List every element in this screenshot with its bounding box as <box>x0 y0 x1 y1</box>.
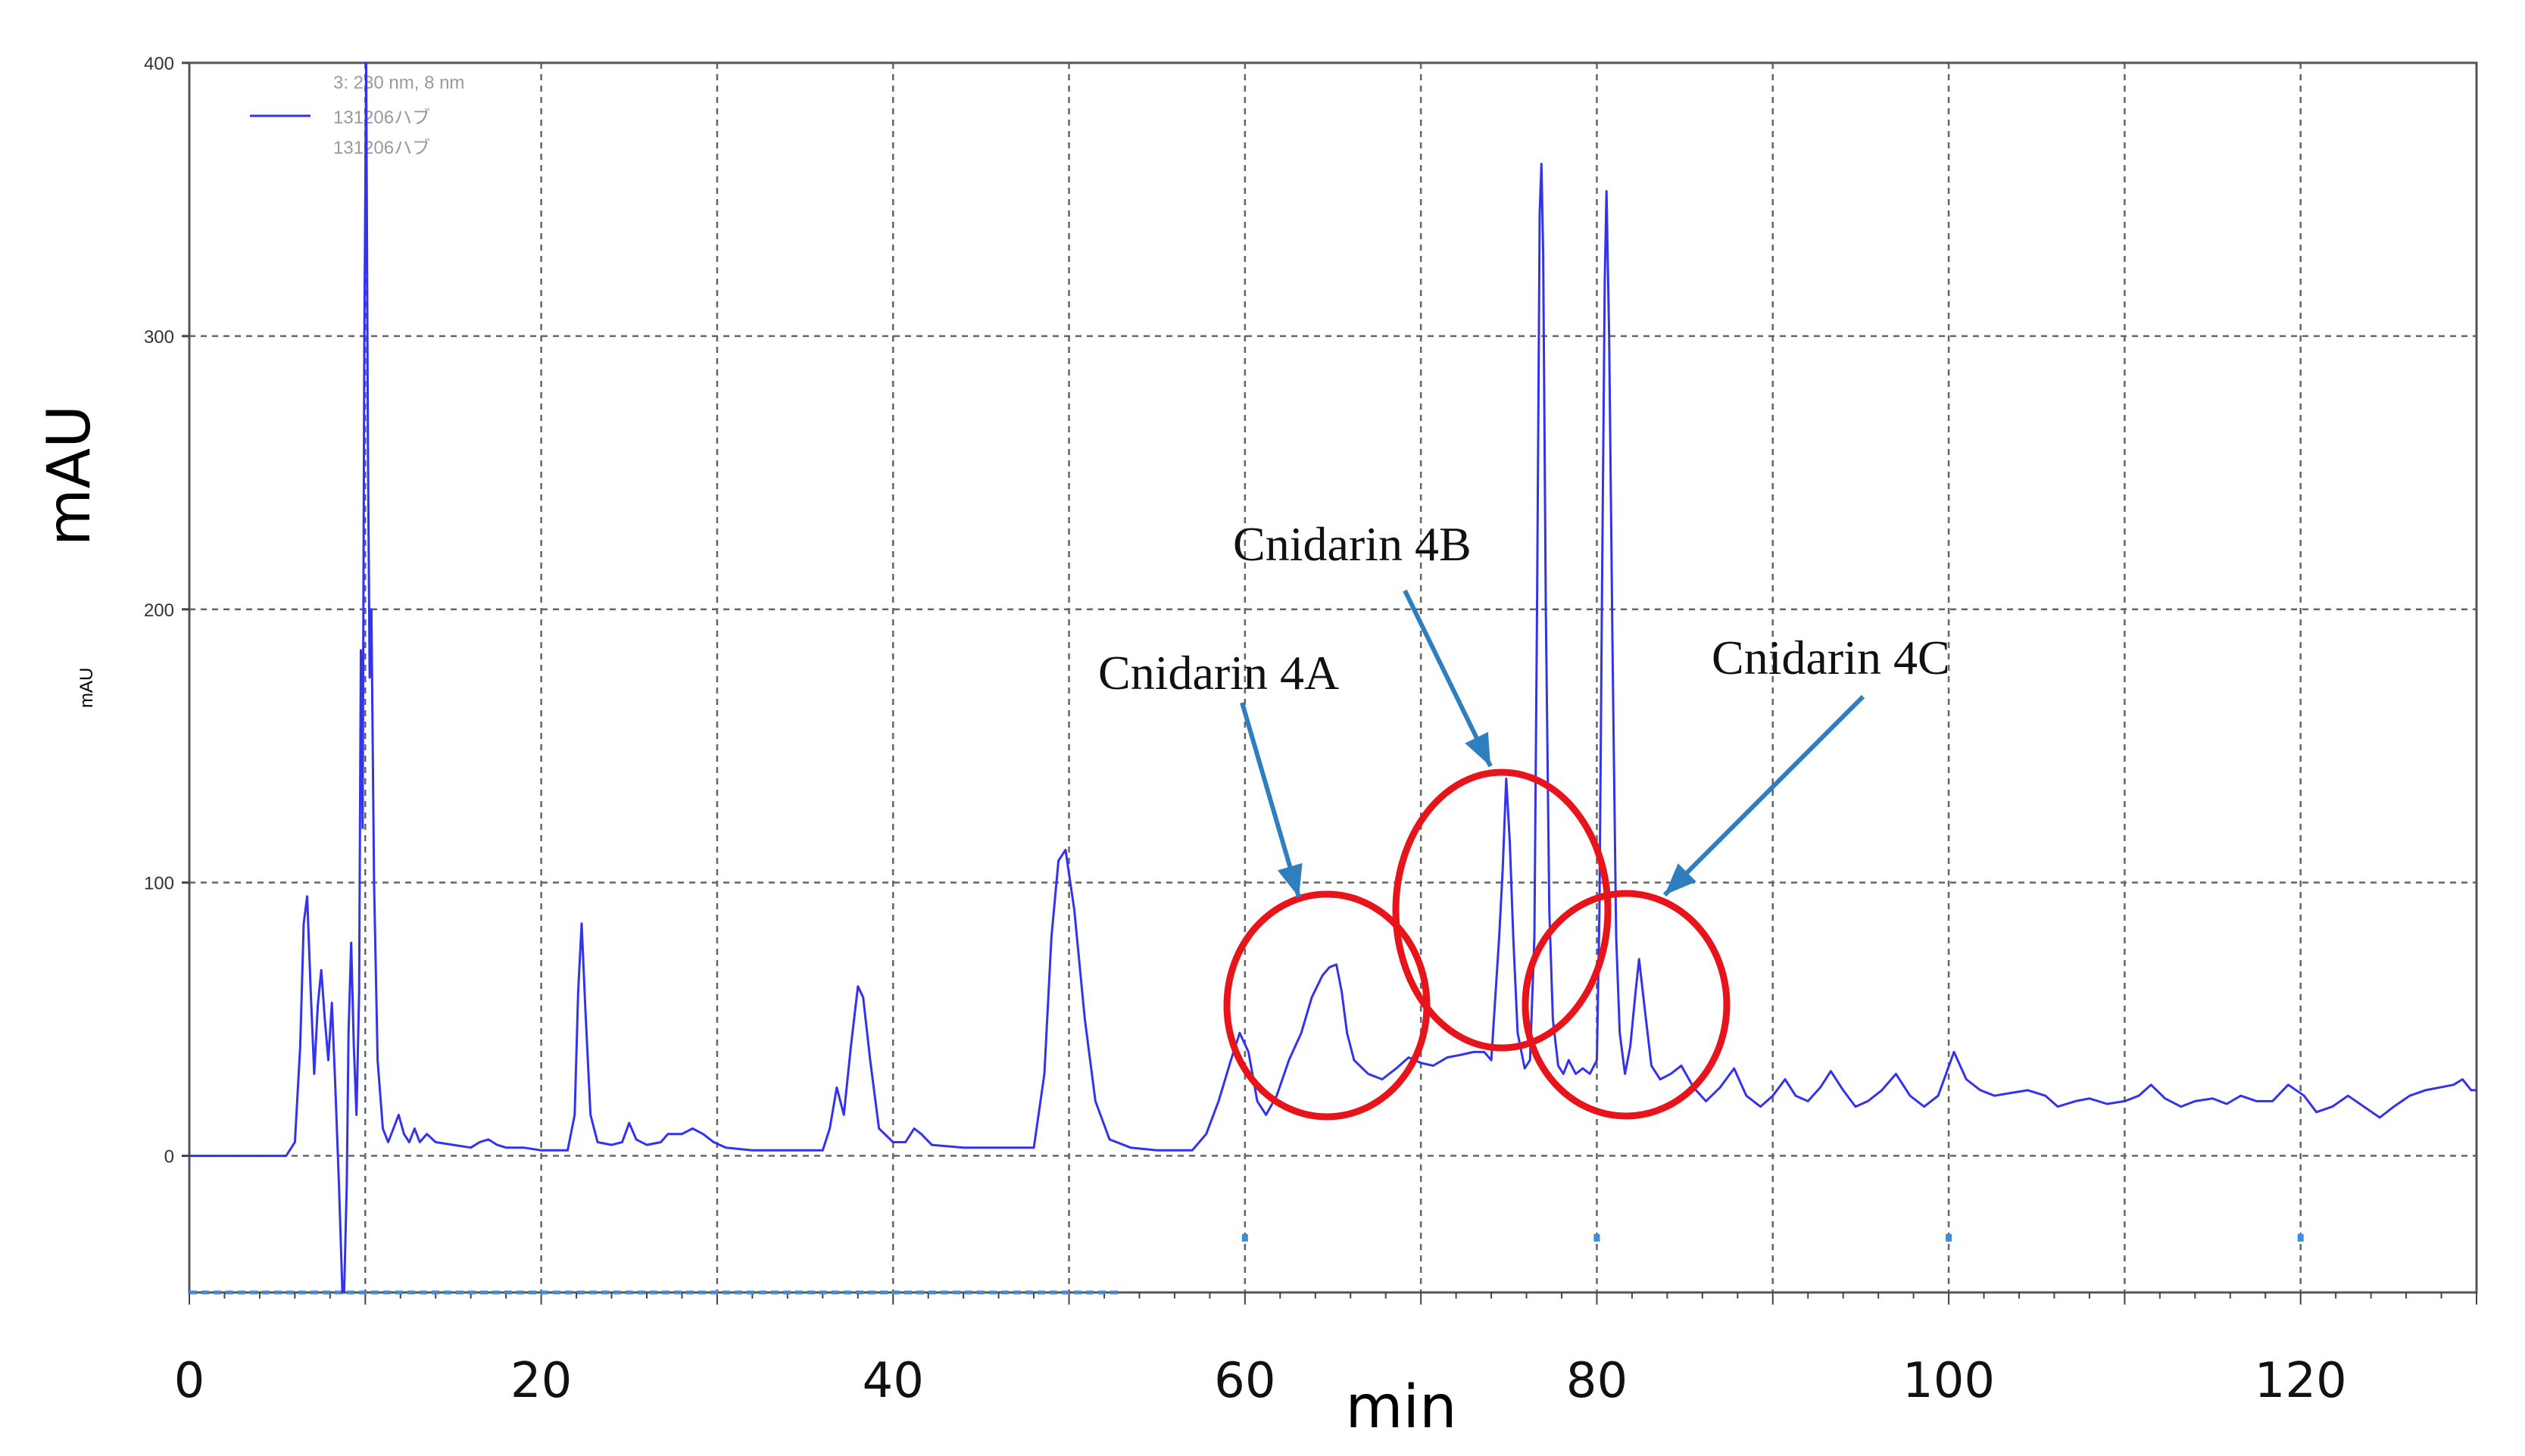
annotation-arrow <box>1240 702 1301 898</box>
annotation-arrow <box>1403 589 1493 768</box>
legend-entry: 3: 230 nm, 8 nm <box>333 73 464 93</box>
x-axis-title: min <box>1345 1373 1456 1442</box>
y-tick-label: 100 <box>144 874 174 894</box>
event-marker <box>1946 1233 1952 1242</box>
x-tick-label: 20 <box>510 1353 572 1409</box>
markers <box>1241 1233 2304 1242</box>
x-tick-label: 40 <box>863 1353 924 1409</box>
annotation-label: Cnidarin 4C <box>1712 631 1950 684</box>
annotation-arrowhead <box>1277 862 1303 897</box>
x-tick-label: 100 <box>1902 1353 1995 1409</box>
event-marker <box>1593 1233 1600 1242</box>
chromatogram-trace <box>189 61 2477 1294</box>
y-axis-label-small: mAU <box>76 668 97 708</box>
grid-lines <box>189 61 2477 1292</box>
y-tick-label: 400 <box>144 54 174 74</box>
annotation-ellipse <box>1522 890 1731 1120</box>
annotation-ellipse <box>1392 769 1612 1052</box>
annotation-arrowhead <box>1465 731 1490 766</box>
event-marker <box>2297 1233 2304 1242</box>
event-marker <box>1241 1233 1248 1242</box>
plot-frame <box>188 61 2478 1294</box>
y-tick-label: 0 <box>164 1147 174 1168</box>
traces <box>189 61 2477 1295</box>
legend-entry: 131206ハブ <box>333 108 430 128</box>
legend-entry: 131206ハブ <box>333 138 430 158</box>
x-tick-label: 60 <box>1214 1353 1275 1409</box>
annotation-label: Cnidarin 4B <box>1233 517 1472 571</box>
y-axis-title: mAU <box>36 405 104 546</box>
annotation-arrowhead <box>1665 863 1696 895</box>
y-axis-ticks: 0 100 200 300 400 <box>144 54 189 1168</box>
y-tick-label: 200 <box>144 600 174 621</box>
annotation-label: Cnidarin 4A <box>1098 646 1339 700</box>
annotations: Cnidarin 4A Cnidarin 4B Cnidarin 4C <box>1098 517 1950 1121</box>
annotation-arrow <box>1662 694 1865 897</box>
legend: 3: 230 nm, 8 nm 131206ハブ 131206ハブ <box>250 73 464 158</box>
x-axis-ticks: 0 20 40 60 80 100 120 <box>174 1292 2477 1409</box>
y-tick-label: 300 <box>144 327 174 348</box>
x-tick-label: 120 <box>2255 1353 2347 1409</box>
x-tick-label: 0 <box>174 1353 205 1409</box>
x-tick-label: 80 <box>1566 1353 1628 1409</box>
